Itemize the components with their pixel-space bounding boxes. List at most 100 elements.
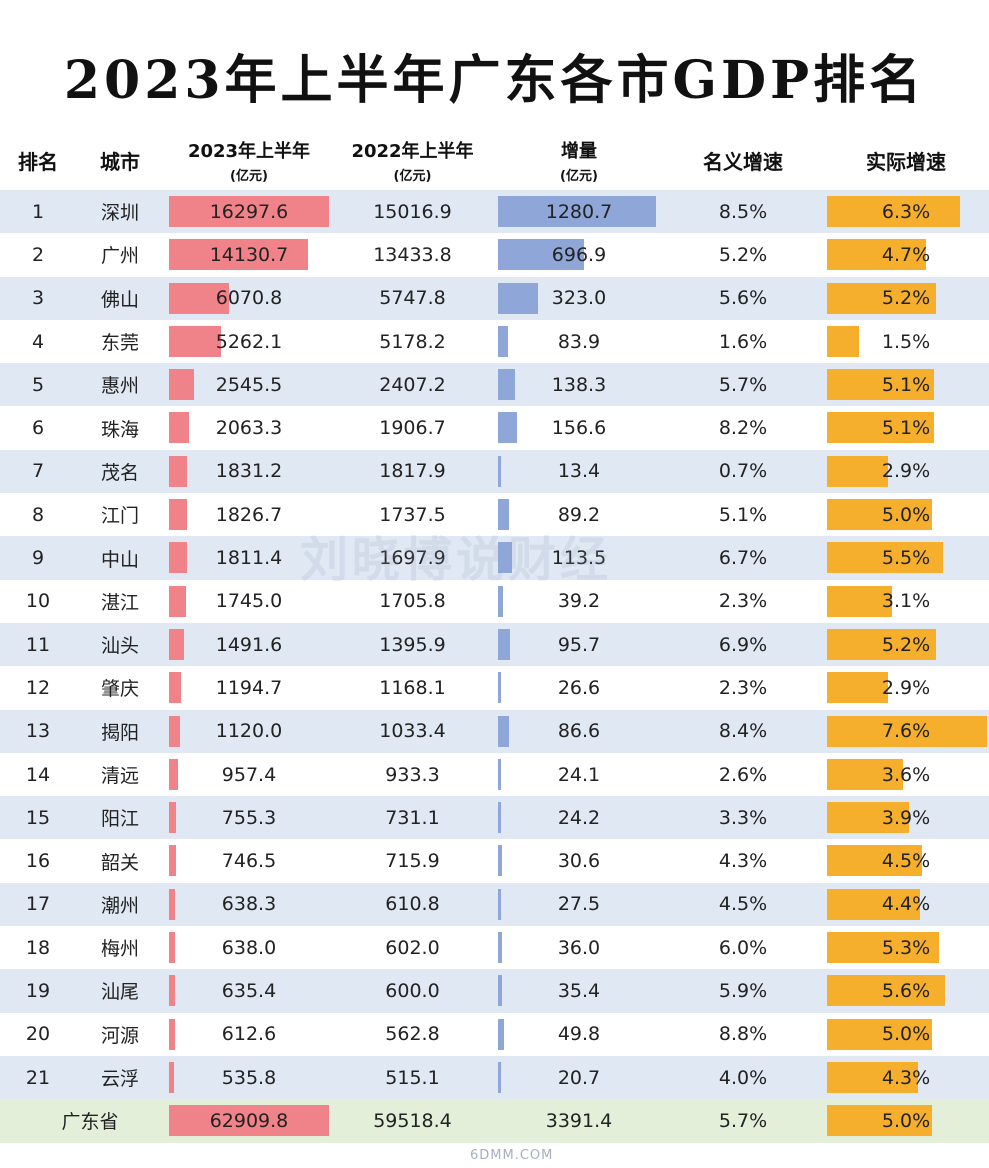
gdp-2023-value: 1120.0	[215, 720, 283, 743]
real-growth-bar	[827, 628, 937, 660]
table-row: 18 梅州 638.0 602.0 36.0 6.0% 5.3%	[0, 926, 989, 970]
gdp-2022-value: 5747.8	[379, 287, 446, 310]
gdp-2023-bar	[169, 715, 180, 747]
increase-value: 323.0	[551, 287, 607, 310]
gdp-2022-value: 13433.8	[373, 243, 452, 266]
city-cell: 东莞	[100, 332, 139, 355]
gdp-2023-bar	[169, 499, 187, 531]
city-cell: 潮州	[100, 894, 139, 917]
gdp-2022-value: 1168.1	[379, 676, 446, 699]
city-cell: 汕尾	[100, 981, 139, 1004]
header-gdp-2023: 2023年上半年 (亿元)	[168, 132, 330, 188]
table-row: 20 河源 612.6 562.8 49.8 8.8% 5.0%	[0, 1012, 989, 1056]
increase-bar	[498, 758, 501, 790]
gdp-2022-value: 1395.9	[379, 633, 446, 656]
rank-cell: 13	[25, 720, 51, 743]
header-increase-unit: (亿元)	[560, 168, 598, 184]
real-growth-bar	[827, 672, 889, 704]
real-growth-value: 4.7%	[881, 243, 931, 266]
city-cell: 江门	[100, 505, 139, 528]
city-cell: 中山	[100, 548, 139, 571]
rank-cell: 6	[31, 417, 45, 440]
increase-bar	[498, 196, 656, 227]
rank-cell: 19	[25, 979, 51, 1002]
gdp-2023-value: 1831.2	[215, 460, 283, 483]
city-cell: 肇庆	[100, 678, 139, 701]
increase-bar	[498, 369, 516, 401]
increase-bar	[498, 672, 502, 704]
gdp-2023-bar	[169, 932, 176, 964]
rank-cell: 8	[31, 503, 45, 526]
header-nominal-growth: 名义增速	[703, 149, 783, 174]
header-rank: 排名	[18, 149, 58, 174]
gdp-2023-value: 535.8	[221, 1066, 277, 1089]
real-growth-value: 5.0%	[881, 1023, 931, 1046]
increase-value: 35.4	[557, 979, 601, 1002]
gdp-2023-bar	[169, 542, 187, 574]
gdp-2023-value: 6070.8	[215, 287, 283, 310]
increase-bar	[498, 1061, 501, 1093]
nominal-growth-value: 0.7%	[718, 460, 768, 483]
gdp-2023-value: 5262.1	[215, 330, 283, 353]
increase-value: 24.2	[557, 806, 601, 829]
real-growth-bar	[827, 412, 935, 444]
real-growth-bar	[827, 932, 939, 964]
table-row: 17 潮州 638.3 610.8 27.5 4.5% 4.4%	[0, 882, 989, 927]
increase-bar	[498, 715, 509, 747]
gdp-2022-value: 1033.4	[379, 720, 446, 743]
gdp-2022-value: 731.1	[385, 806, 440, 829]
city-cell: 惠州	[100, 375, 139, 398]
rank-cell: 4	[31, 330, 45, 353]
table-row: 2 广州 14130.7 13433.8 696.9 5.2% 4.7%	[0, 233, 989, 277]
real-growth-bar	[827, 1018, 933, 1050]
increase-bar	[498, 239, 584, 271]
real-growth-value: 5.1%	[881, 417, 931, 440]
gdp-2023-value: 14130.7	[209, 243, 289, 266]
header-city: 城市	[100, 149, 140, 174]
table-row: 4 东莞 5262.1 5178.2 83.9 1.6% 1.5%	[0, 319, 989, 364]
increase-value: 3391.4	[545, 1109, 613, 1132]
gdp-2023-bar	[169, 239, 308, 271]
header-gdp-2022: 2022年上半年 (亿元)	[330, 132, 495, 188]
gdp-2023-bar	[169, 412, 190, 444]
increase-bar	[498, 802, 501, 834]
gdp-2022-value: 602.0	[385, 936, 440, 959]
gdp-2022-value: 2407.2	[379, 373, 446, 396]
increase-bar	[498, 282, 538, 314]
table-row: 14 清远 957.4 933.3 24.1 2.6% 3.6%	[0, 752, 989, 797]
gdp-2023-bar	[169, 845, 177, 877]
real-growth-value: 3.1%	[881, 590, 931, 613]
gdp-2023-value: 638.3	[221, 893, 277, 916]
gdp-2023-bar	[169, 455, 187, 487]
increase-value: 24.1	[557, 763, 601, 786]
nominal-growth-value: 5.9%	[718, 979, 768, 1002]
increase-value: 89.2	[557, 503, 601, 526]
gdp-2023-value: 1811.4	[215, 547, 283, 570]
increase-bar	[498, 1018, 505, 1050]
real-growth-bar	[827, 196, 960, 227]
increase-value: 36.0	[557, 936, 601, 959]
page-title: 2023年上半年广东各市GDP排名	[63, 50, 926, 111]
gdp-2022-value: 1737.5	[379, 503, 446, 526]
real-growth-value: 6.3%	[881, 200, 931, 223]
total-label: 广东省	[61, 1111, 119, 1134]
rank-cell: 5	[31, 373, 45, 396]
gdp-2023-value: 638.0	[221, 936, 277, 959]
real-growth-value: 2.9%	[881, 460, 931, 483]
gdp-2023-value: 612.6	[221, 1023, 277, 1046]
increase-bar	[498, 542, 512, 574]
increase-value: 27.5	[557, 893, 601, 916]
nominal-growth-value: 2.3%	[718, 590, 768, 613]
header-increase: 增量 (亿元)	[497, 132, 661, 188]
real-growth-value: 4.4%	[881, 893, 931, 916]
real-growth-value: 5.5%	[881, 547, 931, 570]
real-growth-bar	[827, 1061, 918, 1093]
increase-value: 86.6	[557, 720, 601, 743]
rank-cell: 9	[31, 547, 45, 570]
real-growth-value: 5.3%	[881, 936, 931, 959]
city-cell: 深圳	[100, 202, 139, 225]
nominal-growth-value: 4.5%	[718, 893, 768, 916]
gdp-2023-bar	[169, 196, 329, 227]
nominal-growth-value: 6.0%	[718, 936, 768, 959]
gdp-2022-value: 1705.8	[379, 590, 446, 613]
